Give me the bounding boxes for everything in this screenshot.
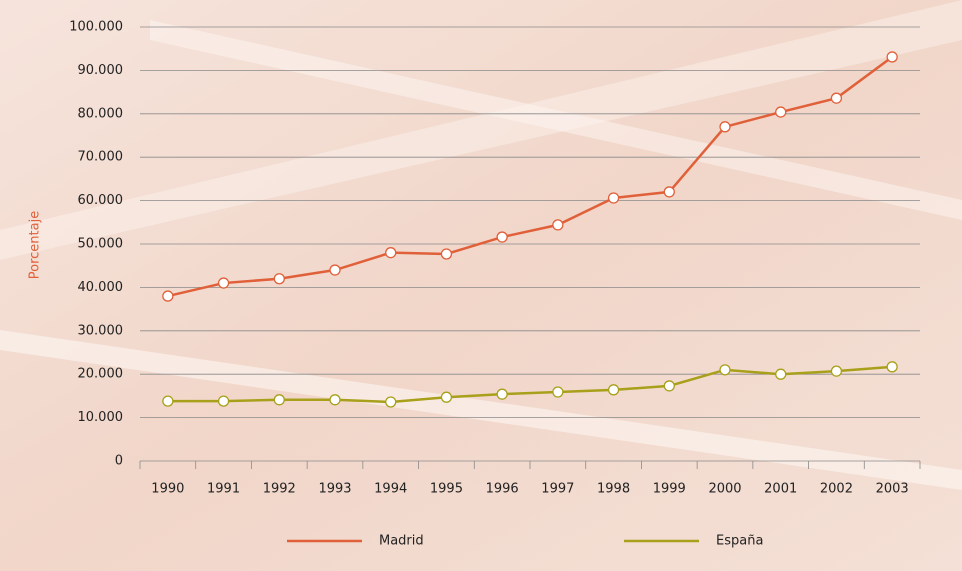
data-point xyxy=(830,365,843,377)
y-tick-label: 70.000 xyxy=(78,150,124,165)
y-tick-label: 100.000 xyxy=(69,20,123,35)
data-point xyxy=(329,394,341,406)
data-point xyxy=(273,273,285,285)
data-point xyxy=(217,277,230,289)
x-tick-label: 1991 xyxy=(207,482,240,497)
data-point xyxy=(886,51,898,63)
data-point xyxy=(329,264,341,276)
x-tick-label: 1995 xyxy=(430,482,463,497)
y-tick-label: 90.000 xyxy=(78,63,124,78)
data-point xyxy=(440,248,453,260)
data-point xyxy=(496,231,508,243)
data-point xyxy=(385,247,397,259)
data-point xyxy=(607,192,620,204)
data-point xyxy=(719,121,731,133)
x-tick-label: 1998 xyxy=(597,482,630,497)
x-tick-label: 2002 xyxy=(820,482,853,497)
legend-label: España xyxy=(716,534,763,549)
background-streak xyxy=(0,0,962,260)
data-point xyxy=(552,219,564,231)
y-tick-label: 30.000 xyxy=(78,323,124,338)
y-tick-label: 50.000 xyxy=(78,237,124,252)
data-point xyxy=(775,368,787,380)
x-tick-label: 2000 xyxy=(708,482,741,497)
data-point xyxy=(440,391,453,403)
x-tick-label: 1997 xyxy=(541,482,574,497)
data-point xyxy=(552,386,564,398)
x-tick-label: 1996 xyxy=(486,482,519,497)
background-streak xyxy=(0,330,962,490)
data-point xyxy=(607,384,620,396)
x-tick-label: 2001 xyxy=(764,482,797,497)
y-tick-label: 0 xyxy=(115,454,123,469)
data-point xyxy=(663,380,675,392)
y-tick-label: 20.000 xyxy=(78,367,124,382)
series-line xyxy=(167,365,893,404)
series-line xyxy=(167,55,893,298)
data-point xyxy=(886,361,898,373)
data-point xyxy=(719,364,731,376)
data-point xyxy=(273,394,285,406)
x-tick-label: 1999 xyxy=(653,482,686,497)
x-tick-label: 2003 xyxy=(876,482,909,497)
y-tick-label: 60.000 xyxy=(78,193,124,208)
data-point xyxy=(385,396,397,408)
data-point xyxy=(217,395,230,407)
y-axis-title: Porcentaje xyxy=(28,211,43,279)
data-point xyxy=(162,395,174,407)
data-point xyxy=(496,388,508,400)
y-tick-label: 40.000 xyxy=(78,280,124,295)
x-tick-label: 1992 xyxy=(263,482,296,497)
data-point xyxy=(830,92,843,104)
data-point xyxy=(775,106,787,118)
y-tick-label: 10.000 xyxy=(78,410,124,425)
data-point xyxy=(663,186,675,198)
legend-label: Madrid xyxy=(379,534,424,549)
y-tick-label: 80.000 xyxy=(78,106,124,121)
data-point xyxy=(162,290,174,302)
x-tick-label: 1990 xyxy=(151,482,184,497)
x-tick-label: 1994 xyxy=(374,482,407,497)
x-tick-label: 1993 xyxy=(318,482,351,497)
